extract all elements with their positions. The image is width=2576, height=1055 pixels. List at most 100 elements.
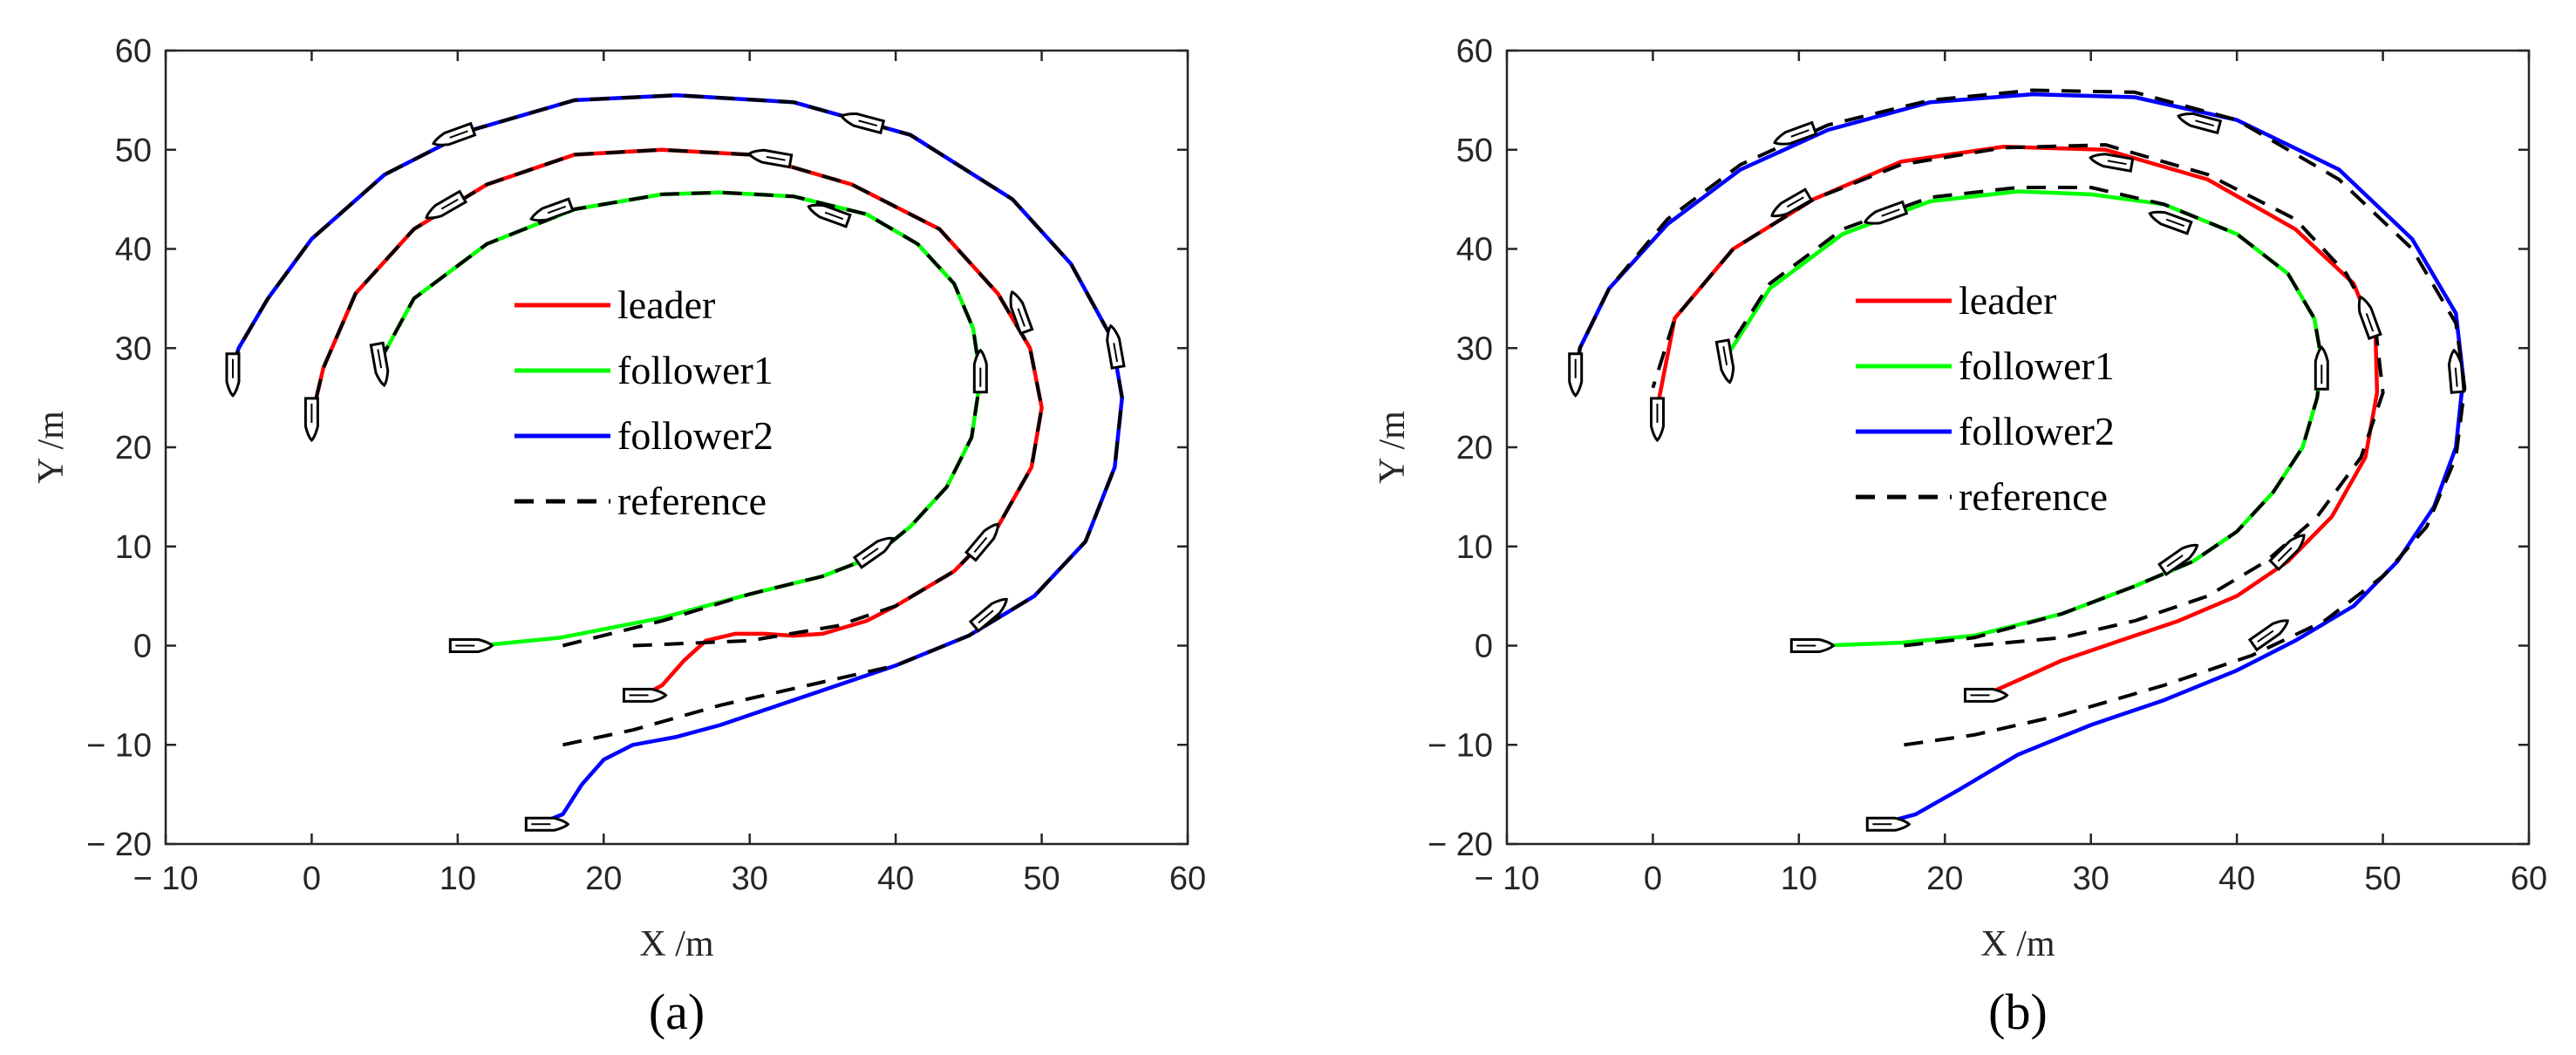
y-tick-label: − 10 — [86, 727, 152, 764]
x-tick-label: 10 — [1781, 861, 1817, 897]
ship-icon — [2314, 345, 2329, 391]
ship-keel — [1722, 345, 1728, 365]
ship-icon — [529, 197, 575, 222]
ship-icon — [1568, 352, 1584, 398]
ship-keel — [824, 211, 844, 221]
y-tick-label: 20 — [1456, 430, 1493, 466]
ship-hull — [1714, 338, 1735, 385]
x-tick-label: 60 — [1169, 861, 1206, 897]
x-tick-label: − 10 — [133, 861, 198, 897]
x-axis-label: X /m — [1980, 924, 2055, 964]
x-tick-label: 20 — [585, 861, 622, 897]
y-tick-label: 50 — [115, 133, 152, 169]
legend-label-reference: reference — [617, 479, 767, 523]
x-tick-label: 30 — [2073, 861, 2109, 897]
y-tick-label: − 10 — [1428, 727, 1493, 764]
ship-icon — [303, 397, 319, 443]
ship-icon — [1714, 338, 1735, 385]
ship-icon — [807, 203, 852, 228]
x-axis-label: X /m — [639, 924, 714, 964]
ship-keel — [2165, 218, 2185, 228]
ship-icon — [432, 121, 477, 146]
ship-hull — [529, 197, 575, 222]
plot-area — [166, 51, 1188, 844]
ship-icon — [2177, 112, 2223, 135]
y-tick-label: 10 — [1456, 529, 1493, 566]
x-tick-label: − 10 — [1474, 861, 1539, 897]
x-tick-label: 10 — [440, 861, 476, 897]
ship-hull — [2089, 153, 2135, 173]
ship-icon — [2357, 295, 2382, 341]
ship-hull — [369, 341, 390, 387]
legend-label-follower1: follower1 — [617, 348, 773, 392]
ship-keel — [858, 119, 878, 127]
ship-icon — [1770, 187, 1814, 218]
ship-hull — [1106, 323, 1126, 370]
ship-icon — [964, 522, 999, 562]
x-tick-label: 40 — [2218, 861, 2255, 897]
ship-icon — [448, 638, 494, 653]
ship-keel — [1017, 308, 1026, 327]
legend-label-follower2: follower2 — [1959, 409, 2115, 453]
y-tick-label: − 20 — [86, 827, 152, 863]
x-tick-label: 60 — [2511, 861, 2547, 897]
ship-keel — [2166, 555, 2184, 568]
ship-icon — [852, 536, 895, 569]
y-tick-label: 20 — [115, 430, 152, 466]
legend-label-leader: leader — [617, 282, 715, 327]
ship-keel — [862, 548, 879, 561]
ship-keel — [2365, 313, 2375, 332]
x-tick-label: 30 — [732, 861, 768, 897]
ship-icon — [2157, 543, 2199, 576]
ship-hull — [1863, 200, 1909, 225]
y-tick-label: 30 — [115, 330, 152, 367]
ship-keel — [547, 205, 567, 214]
ship-hull — [1770, 187, 1814, 218]
series-line-reference-2 — [1651, 143, 2385, 648]
ship-icon — [225, 352, 241, 398]
ship-icon — [2089, 153, 2135, 173]
y-axis-label: Y /m — [31, 411, 72, 484]
ship-icon — [968, 597, 1008, 633]
ship-icon — [369, 341, 390, 387]
legend-label-reference: reference — [1959, 474, 2108, 519]
y-tick-label: − 20 — [1428, 827, 1493, 863]
ship-icon — [1009, 289, 1034, 336]
x-tick-label: 40 — [877, 861, 914, 897]
ship-icon — [840, 112, 886, 135]
ship-keel — [1790, 129, 1809, 138]
x-tick-label: 50 — [2364, 861, 2401, 897]
series-line-reference-3 — [1573, 88, 2467, 747]
x-tick-label: 0 — [303, 861, 321, 897]
ship-icon — [2247, 619, 2290, 652]
ship-icon-layer — [1568, 112, 2465, 832]
series-line-reference-1 — [1727, 186, 2324, 648]
ship-icon — [2268, 534, 2306, 572]
y-tick-label: 30 — [1456, 330, 1493, 367]
ship-hull — [2247, 619, 2290, 652]
ship-icon — [1789, 638, 1836, 653]
ship-keel — [2195, 119, 2215, 127]
y-tick-label: 0 — [1475, 629, 1493, 665]
ship-hull — [1009, 289, 1034, 336]
ship-icon — [2447, 348, 2465, 394]
ship-icon — [1863, 200, 1909, 225]
ship-icon — [623, 687, 668, 703]
panel-label: (a) — [649, 984, 705, 1040]
ship-keel — [1113, 343, 1119, 363]
legend-label-follower2: follower2 — [617, 413, 773, 458]
y-tick-label: 40 — [1456, 232, 1493, 269]
ship-keel — [978, 609, 994, 624]
ship-icon — [1106, 323, 1126, 370]
ship-hull — [2357, 295, 2382, 341]
data-layer — [228, 92, 1124, 827]
ship-hull — [747, 148, 794, 169]
ship-keel — [973, 536, 988, 553]
ship-icon — [1773, 120, 1818, 146]
ship-keel — [1881, 208, 1900, 217]
panel-label: (b) — [1988, 984, 2048, 1040]
ship-icon — [972, 348, 988, 394]
